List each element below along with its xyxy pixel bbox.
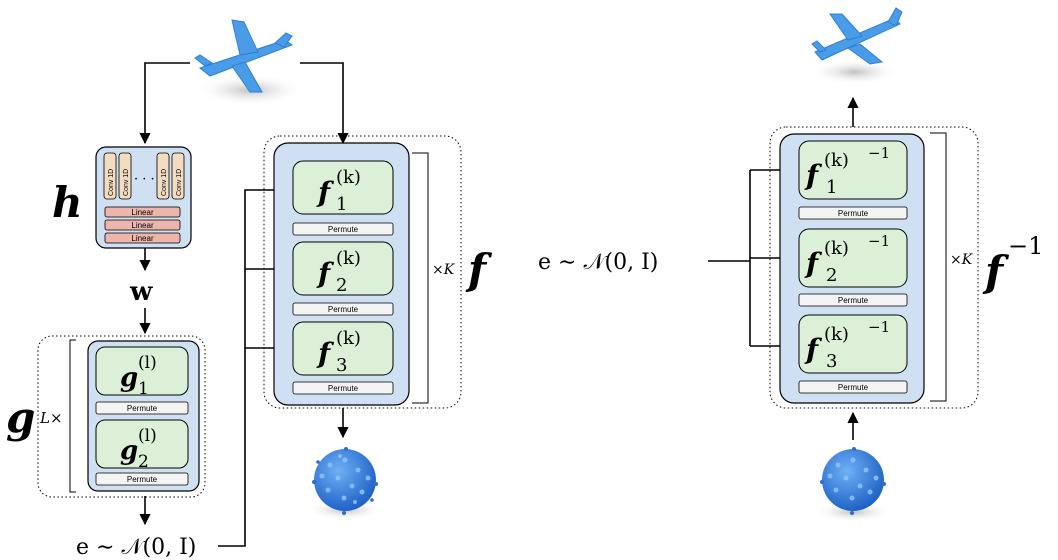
hypernet-label: g bbox=[6, 393, 35, 442]
g2-sub: 2 bbox=[138, 452, 149, 472]
f3-sub: 3 bbox=[336, 355, 347, 376]
target-flow-repeat: ×K bbox=[432, 262, 456, 278]
g1-sub: 1 bbox=[138, 379, 149, 399]
f-permute-3: Permute bbox=[328, 384, 359, 393]
finv1-sub: 1 bbox=[826, 177, 837, 198]
finv3-sub: 3 bbox=[826, 351, 837, 372]
g1-name: g bbox=[120, 363, 138, 393]
conv-label-4: Conv 1D bbox=[176, 169, 183, 196]
finv-permute-1: Permute bbox=[838, 209, 869, 218]
finv-permute-2: Permute bbox=[838, 296, 869, 305]
g1-sup: (l) bbox=[138, 353, 157, 373]
finv-permute-3: Permute bbox=[838, 383, 869, 392]
linear-label-1: Linear bbox=[131, 208, 154, 217]
linear-label-2: Linear bbox=[131, 221, 154, 230]
airplane-input-image bbox=[194, 19, 305, 106]
g-block-2: g (l) 2 bbox=[95, 419, 189, 472]
airplane-output-image bbox=[810, 7, 903, 85]
f-permute-2: Permute bbox=[328, 305, 359, 314]
inverse-flow-repeat: ×K bbox=[950, 252, 974, 268]
g-permute-2: Permute bbox=[127, 475, 158, 484]
f1-sub: 1 bbox=[336, 194, 347, 215]
finv3-sup2: −1 bbox=[868, 318, 890, 336]
finv2-sup: (k) bbox=[824, 238, 849, 259]
hypernet-repeat: L× bbox=[39, 409, 63, 427]
f1-sup: (k) bbox=[336, 167, 361, 188]
f-inv-block-1: f (k) −1 1 bbox=[798, 140, 908, 200]
g-block-1: g (l) 1 bbox=[95, 346, 189, 399]
hypernet-flow-block: g (l) 1 Permute g (l) 2 Permute g L× bbox=[6, 335, 206, 498]
f-inv-block-3: f (k) −1 3 bbox=[798, 314, 908, 374]
f3-sup: (k) bbox=[336, 328, 361, 349]
finv2-sub: 2 bbox=[826, 265, 837, 286]
conv-ellipsis: · · · bbox=[134, 172, 155, 187]
f2-sup: (k) bbox=[336, 248, 361, 269]
weights-label: w bbox=[129, 277, 153, 307]
target-flow-block: f (k) 1 Permute f (k) 2 Permute f (k) 3 … bbox=[263, 135, 493, 409]
point-cloud-left bbox=[305, 447, 385, 520]
conv-label-3: Conv 1D bbox=[161, 169, 168, 196]
finv1-sup2: −1 bbox=[868, 144, 890, 162]
finv3-sup: (k) bbox=[824, 324, 849, 345]
f-permute-1: Permute bbox=[328, 225, 359, 234]
conv-label-1: Conv 1D bbox=[108, 169, 115, 196]
f-block-3: f (k) 3 bbox=[292, 321, 394, 376]
g2-name: g bbox=[120, 436, 138, 466]
target-flow-label: f bbox=[465, 245, 493, 294]
linear-label-3: Linear bbox=[131, 234, 154, 243]
encoder-block: Conv 1D Conv 1D Conv 1D Conv 1D · · · Li… bbox=[52, 146, 192, 249]
point-cloud-right bbox=[813, 447, 893, 522]
inverse-flow-label-sup: −1 bbox=[1008, 232, 1043, 260]
f-inv-block-2: f (k) −1 2 bbox=[798, 228, 908, 288]
connectors-left bbox=[139, 62, 349, 547]
inverse-flow-block: f (k) −1 1 Permute f (k) −1 2 Permute f … bbox=[769, 126, 1043, 409]
linear-layers: Linear Linear Linear bbox=[104, 206, 181, 244]
f2-sub: 2 bbox=[336, 275, 347, 296]
conv-label-2: Conv 1D bbox=[123, 169, 130, 196]
f-block-2: f (k) 2 bbox=[292, 241, 394, 296]
noise-label-left: e ∼ 𝒩(0, I) bbox=[76, 535, 196, 560]
f-block-1: f (k) 1 bbox=[292, 160, 394, 215]
inverse-flow-label: f bbox=[982, 247, 1010, 296]
finv1-sup: (k) bbox=[824, 150, 849, 171]
g2-sup: (l) bbox=[138, 426, 157, 446]
g-permute-1: Permute bbox=[127, 404, 158, 413]
encoder-label: h bbox=[52, 178, 83, 227]
conv-layers: Conv 1D Conv 1D Conv 1D Conv 1D · · · bbox=[103, 152, 185, 200]
noise-label-right: e ∼ 𝒩(0, I) bbox=[538, 250, 658, 275]
finv2-sup2: −1 bbox=[868, 232, 890, 250]
